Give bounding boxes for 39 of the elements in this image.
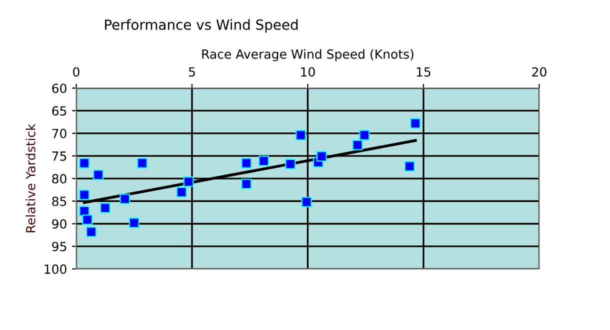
point [100,202,110,214]
y-axis-title: Relative Yardstick [26,124,36,232]
point [258,156,269,166]
y-tick-label: 95 [52,242,66,252]
y-tick-label: 75 [52,152,66,161]
y-tick-label: 80 [52,174,66,184]
y-tick-label: 100 [44,264,66,274]
x-tick-label: 5 [188,67,195,77]
point [359,130,370,140]
x-tick-label: 0 [73,67,80,77]
point [352,140,363,150]
point [404,161,415,172]
point [241,178,252,190]
x-tick-label: 20 [532,67,546,77]
point [285,158,296,170]
y-tick-label: 60 [52,84,66,94]
point [79,158,90,168]
point [82,214,93,225]
point [301,196,312,208]
x-tick-label: 15 [416,67,430,77]
point [410,118,421,129]
y-tick-label: 65 [52,106,66,116]
point [316,151,327,162]
point [176,186,187,198]
point [93,170,104,180]
point [79,190,90,200]
x-axis-title: Race Average Wind Speed (Knots) [202,49,414,62]
point [86,226,97,238]
y-tick-label: 70 [52,128,66,138]
point [137,158,148,168]
point [296,130,306,140]
y-tick-label: 90 [52,219,66,229]
y-tick-label: 85 [52,196,66,206]
x-tick-label: 10 [301,67,315,77]
point [128,218,140,228]
point [241,158,252,168]
point [183,176,194,187]
chart-title: Performance vs Wind Speed [105,19,298,33]
point [120,194,130,204]
